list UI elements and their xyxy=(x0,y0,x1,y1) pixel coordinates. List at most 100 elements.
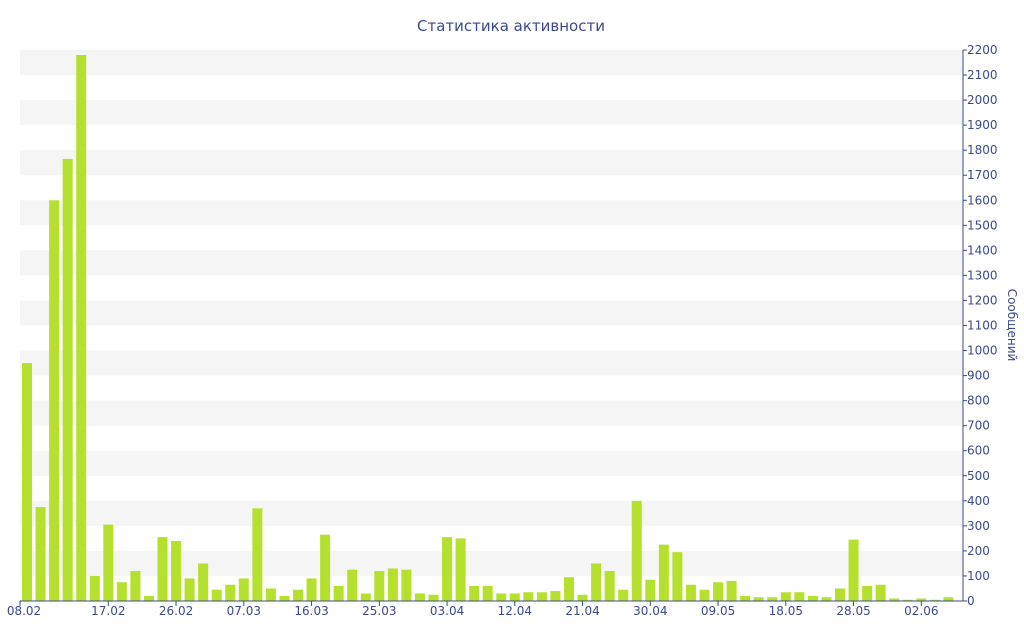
y-tick-label: 1300 xyxy=(967,268,998,282)
grid-band xyxy=(20,250,963,276)
bar xyxy=(89,575,100,601)
grid-band xyxy=(20,300,963,326)
bar xyxy=(943,597,954,601)
y-tick-label: 1000 xyxy=(967,344,998,358)
bar xyxy=(143,595,154,601)
x-tick-label: 18.05 xyxy=(769,604,803,618)
bar xyxy=(672,552,683,601)
bar xyxy=(591,563,602,601)
y-tick-label: 700 xyxy=(967,419,990,433)
x-tick-label: 30.04 xyxy=(633,604,667,618)
bar xyxy=(320,534,331,601)
x-tick-label: 16.03 xyxy=(294,604,328,618)
bar xyxy=(62,158,73,601)
bar xyxy=(469,585,480,601)
bar xyxy=(564,577,574,601)
bar xyxy=(360,593,371,601)
bar xyxy=(523,592,534,601)
bar xyxy=(889,598,900,601)
bar xyxy=(916,598,927,601)
bar xyxy=(496,593,507,601)
y-tick-label: 200 xyxy=(967,544,990,558)
bar xyxy=(455,538,466,601)
bar xyxy=(550,590,561,601)
grid-band xyxy=(20,50,963,76)
y-tick-label: 2000 xyxy=(967,93,998,107)
bar xyxy=(794,592,805,601)
bar xyxy=(130,570,141,601)
x-tick-label: 07.03 xyxy=(227,604,261,618)
x-tick-label: 26.02 xyxy=(159,604,193,618)
x-tick-label: 28.05 xyxy=(836,604,870,618)
y-tick-label: 900 xyxy=(967,369,990,383)
bar xyxy=(618,589,629,601)
x-tick-label: 09.05 xyxy=(701,604,735,618)
bar xyxy=(604,570,615,601)
bar xyxy=(685,584,696,601)
bar xyxy=(414,593,425,601)
chart-title: Статистика активности xyxy=(417,17,605,35)
y-tick-label: 600 xyxy=(967,444,990,458)
bar xyxy=(835,588,845,601)
y-tick-label: 400 xyxy=(967,494,990,508)
x-tick-label: 21.04 xyxy=(565,604,599,618)
bar xyxy=(442,537,453,601)
y-tick-label: 500 xyxy=(967,469,990,483)
bar xyxy=(35,507,46,601)
bar xyxy=(225,584,236,601)
bar xyxy=(22,363,32,601)
bar xyxy=(184,578,195,601)
y-tick-label: 800 xyxy=(967,394,990,408)
y-tick-label: 1200 xyxy=(967,293,998,307)
bar xyxy=(699,589,710,601)
bar xyxy=(374,570,385,601)
y-tick-label: 1600 xyxy=(967,193,998,207)
y-tick-label: 2200 xyxy=(967,43,998,57)
y-axis-label: Сообщений xyxy=(1005,289,1019,362)
y-tick-label: 1900 xyxy=(967,118,998,132)
bar xyxy=(211,589,222,601)
bar xyxy=(116,582,127,601)
bar xyxy=(726,580,737,601)
x-axis-ticks: 08.02 17.02 26.02 07.03 16.03 25.03 03.04 12.04… xyxy=(7,601,938,618)
y-tick-label: 2100 xyxy=(967,68,998,82)
bar xyxy=(482,585,493,601)
y-tick-label: 0 xyxy=(967,594,975,608)
bar xyxy=(862,585,873,601)
bar xyxy=(103,524,114,601)
bar xyxy=(76,55,87,601)
bar xyxy=(536,592,547,601)
bar xyxy=(238,578,249,601)
bar xyxy=(401,569,412,601)
bar xyxy=(713,582,724,601)
bar xyxy=(49,200,60,601)
x-tick-label: 25.03 xyxy=(362,604,396,618)
bar xyxy=(509,593,520,601)
x-tick-label: 03.04 xyxy=(430,604,464,618)
x-tick-label: 02.06 xyxy=(904,604,938,618)
grid-band xyxy=(20,350,963,376)
y-tick-label: 300 xyxy=(967,519,990,533)
grid-band xyxy=(20,100,963,126)
y-tick-label: 1800 xyxy=(967,143,998,157)
bar xyxy=(821,597,832,601)
y-tick-label: 1100 xyxy=(967,319,998,333)
bar xyxy=(387,568,398,601)
x-tick-label: 12.04 xyxy=(498,604,532,618)
bar xyxy=(848,539,859,601)
y-tick-label: 1500 xyxy=(967,218,998,232)
bar xyxy=(902,599,913,601)
bar xyxy=(767,597,778,601)
y-axis-ticks: 0 100 200 300 400 500 600 700 800 900 1000 1100 1200… xyxy=(963,43,998,608)
x-tick-label: 08.02 xyxy=(7,604,41,618)
grid-band xyxy=(20,150,963,176)
bar xyxy=(171,540,182,601)
bar xyxy=(807,595,818,601)
bar-series xyxy=(22,55,954,601)
bar xyxy=(929,599,940,601)
bar xyxy=(740,595,751,601)
bar xyxy=(577,594,588,601)
bar xyxy=(428,594,439,601)
grid-band xyxy=(20,500,963,526)
